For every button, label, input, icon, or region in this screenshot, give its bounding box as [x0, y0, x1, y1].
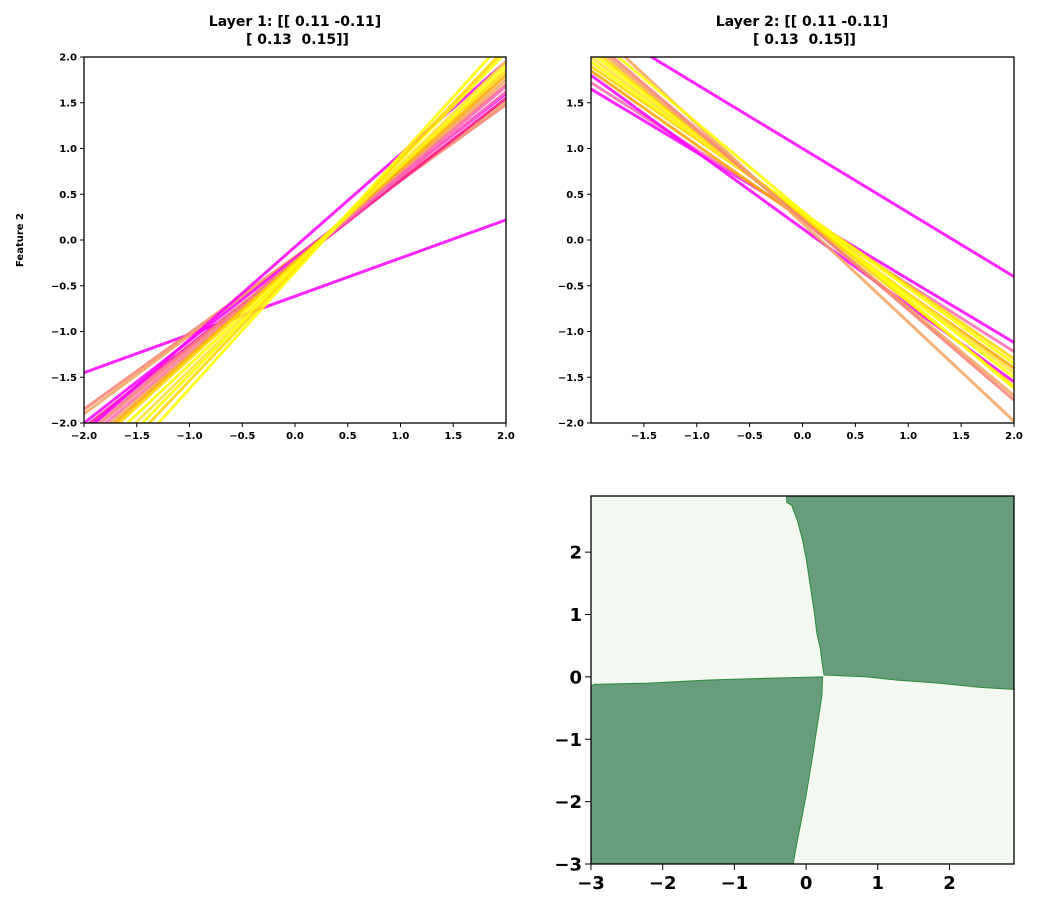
y-tick-label: −1.5: [51, 373, 77, 384]
y-tick-label: 1.5: [59, 98, 77, 109]
series-line: [147, 57, 500, 423]
x-tick-label: 0.0: [794, 431, 812, 442]
y-tick-label: 0.5: [59, 190, 77, 201]
series-line: [615, 57, 1014, 390]
layer1-title-line1: Layer 1: [[ 0.11 -0.11]: [209, 14, 381, 30]
layer2-title-line2: [ 0.13 0.15]]: [748, 32, 856, 48]
y-tick-label: 2.0: [59, 53, 77, 64]
series-line: [156, 57, 492, 423]
y-tick-label: −0.5: [558, 281, 584, 292]
y-tick-label: −1.5: [558, 373, 584, 384]
series-line: [116, 69, 506, 423]
y-tick-label: 0: [569, 667, 582, 688]
layer1-ticks: −2.0 −1.5 −1.0 −0.5 0.0 0.5 1.0 1.5 2.0 −2.0 −1.5 −…: [51, 53, 515, 443]
series-line: [140, 57, 504, 423]
layer2-ticks: −1.5 −1.0 −0.5 0.0 0.5 1.0 1.5 2.0 −2.0 −1.5 −1.0 −…: [558, 98, 1023, 442]
y-tick-label: −1: [554, 730, 582, 751]
layer2-title-line1: Layer 2: [[ 0.11 -0.11]: [716, 14, 888, 30]
y-tick-label: 0.0: [566, 236, 584, 247]
x-tick-label: 2: [943, 873, 956, 894]
y-tick-label: −1.0: [558, 327, 584, 338]
y-tick-label: −2.0: [51, 419, 77, 430]
y-tick-label: −2.0: [558, 419, 584, 430]
x-tick-label: 2.0: [1005, 431, 1023, 442]
x-tick-label: 0.0: [286, 431, 304, 442]
x-tick-label: −1.0: [176, 431, 202, 442]
x-tick-label: 0: [800, 873, 813, 894]
x-tick-label: −0.5: [737, 431, 763, 442]
y-tick-label: −0.5: [51, 281, 77, 292]
x-tick-label: 1.0: [899, 431, 917, 442]
x-tick-label: 1.5: [952, 431, 970, 442]
y-tick-label: 1: [569, 605, 582, 626]
y-tick-label: −2: [554, 792, 582, 813]
x-tick-label: −0.5: [229, 431, 255, 442]
series-line: [84, 218, 506, 375]
x-tick-label: −3: [577, 873, 605, 894]
y-tick-label: 1.0: [566, 144, 584, 155]
decision-axes-frame: [590, 495, 1015, 865]
y-tick-label: 1.5: [566, 98, 584, 109]
x-tick-label: 0.5: [847, 431, 865, 442]
x-tick-label: 2.0: [497, 431, 515, 442]
series-line: [125, 65, 506, 423]
y-tick-label: 2: [569, 543, 582, 564]
x-tick-label: 0.5: [339, 431, 357, 442]
layer2-panel: Layer 2: [[ 0.11 -0.11] [ 0.13 0.15]] −1…: [558, 14, 1023, 442]
class-1-region: [786, 496, 1014, 690]
decision-regions: [591, 496, 1014, 864]
x-tick-label: −1.5: [124, 431, 150, 442]
series-line: [610, 57, 1014, 402]
x-tick-label: −2.0: [71, 431, 97, 442]
series-line: [98, 83, 506, 423]
y-tick-label: 0.5: [566, 190, 584, 201]
layer1-lines: [84, 57, 506, 423]
x-tick-label: −1.0: [684, 431, 710, 442]
layer1-ylabel: Feature 2: [15, 213, 26, 267]
series-line: [622, 57, 1014, 423]
decision-ticks: −3 −2 −1 0 1 2 −3 −2 −1 0 1 2: [554, 543, 955, 894]
y-tick-label: 1.0: [59, 144, 77, 155]
series-line: [594, 57, 1014, 379]
x-tick-label: 1.0: [392, 431, 410, 442]
x-tick-label: −2: [649, 873, 677, 894]
class-1-region: [591, 676, 824, 864]
x-tick-label: −1.5: [631, 431, 657, 442]
y-tick-label: −1.0: [51, 327, 77, 338]
layer2-axes-frame: [590, 56, 1015, 424]
x-tick-label: 1: [872, 873, 885, 894]
series-line: [648, 57, 1014, 278]
layer1-panel: Layer 1: [[ 0.11 -0.11] [ 0.13 0.15]] Fe…: [15, 14, 515, 443]
layer2-lines: [591, 57, 1014, 423]
layer1-title-line2: [ 0.13 0.15]]: [241, 32, 349, 48]
x-tick-label: 1.5: [444, 431, 462, 442]
y-tick-label: −3: [554, 855, 582, 876]
x-tick-label: −1: [721, 873, 749, 894]
decision-region-panel: −3 −2 −1 0 1 2 −3 −2 −1 0 1 2: [554, 495, 1015, 894]
y-tick-label: 0.0: [59, 236, 77, 247]
